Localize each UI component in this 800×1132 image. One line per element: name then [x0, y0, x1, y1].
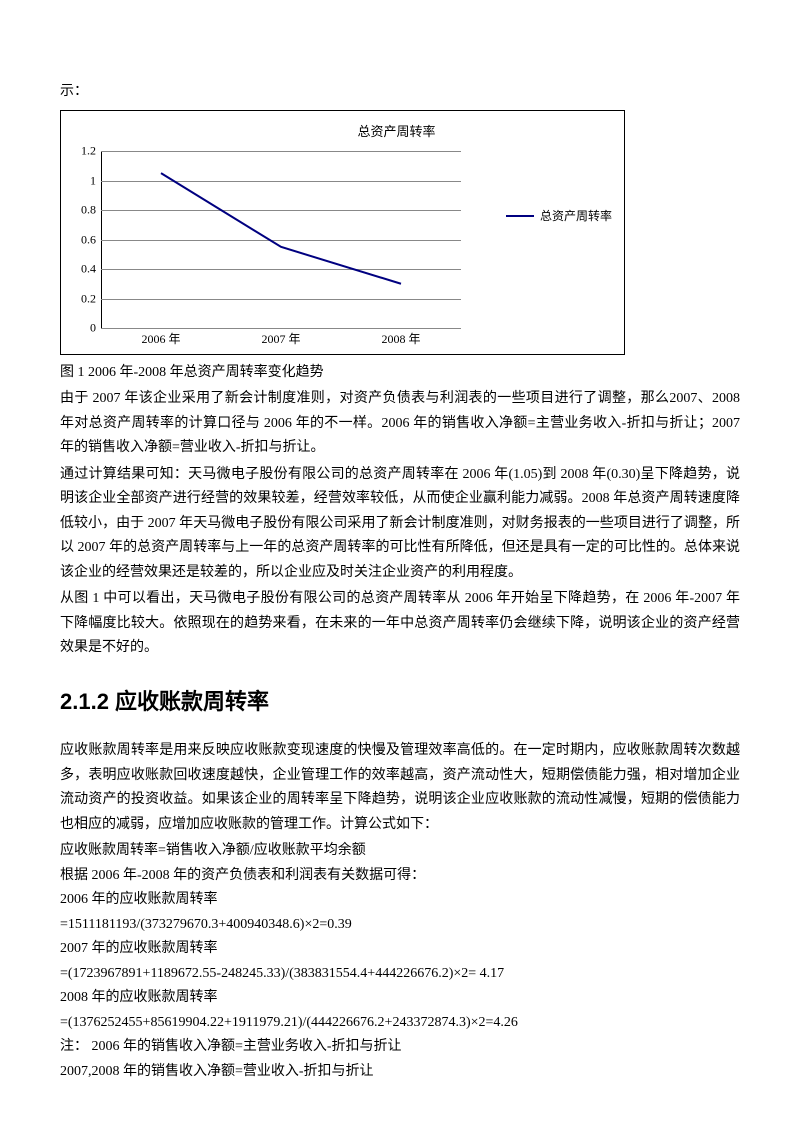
calc-2006-label: 2006 年的应收账款周转率: [60, 888, 740, 913]
note-2: 2007,2008 年的销售收入净额=营业收入-折扣与折让: [60, 1060, 740, 1085]
calc-2006-value: =1511181193/(373279670.3+400940348.6)×2=…: [60, 913, 740, 938]
x-tick-label: 2006 年: [141, 329, 180, 350]
formula-2: 根据 2006 年-2008 年的资产负债表和利润表有关数据可得：: [60, 864, 740, 889]
y-tick-label: 0: [66, 318, 96, 339]
paragraph-2: 通过计算结果可知：天马微电子股份有限公司的总资产周转率在 2006 年(1.05…: [60, 463, 740, 586]
calc-2007-label: 2007 年的应收账款周转率: [60, 937, 740, 962]
paragraph-4: 应收账款周转率是用来反映应收账款变现速度的快慢及管理效率高低的。在一定时期内，应…: [60, 739, 740, 837]
line-series: [101, 151, 461, 328]
x-tick-label: 2008 年: [381, 329, 420, 350]
y-tick-label: 0.4: [66, 259, 96, 280]
turnover-chart: 总资产周转率 00.20.40.60.811.2 2006 年2007 年200…: [60, 110, 625, 355]
heading-2-1-2: 2.1.2 应收账款周转率: [60, 683, 740, 722]
intro-fragment: 示：: [60, 80, 740, 105]
chart-plot: 00.20.40.60.811.2 2006 年2007 年2008 年: [101, 151, 612, 346]
chart-legend: 总资产周转率: [506, 206, 612, 227]
formula-1: 应收账款周转率=销售收入净额/应收账款平均余额: [60, 839, 740, 864]
calc-2008-value: =(1376252455+85619904.22+1911979.21)/(44…: [60, 1011, 740, 1036]
chart-title: 总资产周转率: [181, 121, 612, 144]
legend-label: 总资产周转率: [540, 206, 612, 227]
note-1: 注： 2006 年的销售收入净额=主营业务收入-折扣与折让: [60, 1035, 740, 1060]
figure-caption: 图 1 2006 年-2008 年总资产周转率变化趋势: [60, 361, 740, 386]
y-tick-label: 0.2: [66, 288, 96, 309]
y-tick-label: 0.6: [66, 229, 96, 250]
y-tick-label: 1: [66, 170, 96, 191]
calc-2008-label: 2008 年的应收账款周转率: [60, 986, 740, 1011]
y-tick-label: 1.2: [66, 141, 96, 162]
paragraph-3: 从图 1 中可以看出，天马微电子股份有限公司的总资产周转率从 2006 年开始呈…: [60, 587, 740, 661]
calc-2007-value: =(1723967891+1189672.55-248245.33)/(3838…: [60, 962, 740, 987]
x-tick-label: 2007 年: [261, 329, 300, 350]
legend-swatch: [506, 215, 534, 217]
paragraph-1: 由于 2007 年该企业采用了新会计制度准则，对资产负债表与利润表的一些项目进行…: [60, 387, 740, 461]
y-tick-label: 0.8: [66, 200, 96, 221]
